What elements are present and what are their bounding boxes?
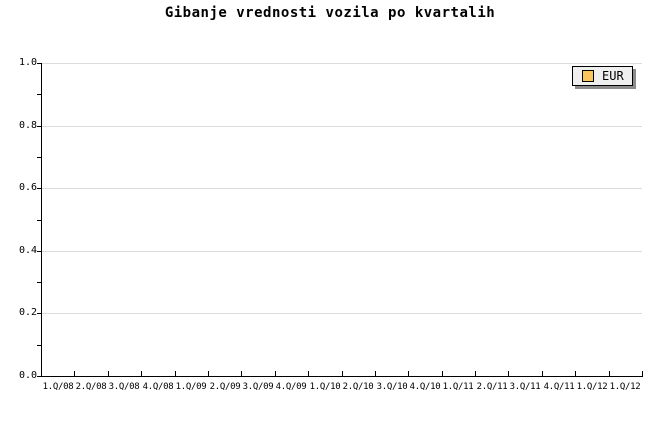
x-axis-tick-label: 3.Q/09 [242, 382, 274, 392]
x-axis-tick [609, 371, 610, 376]
x-axis-tick [375, 371, 376, 376]
x-axis-tick-label: 1.Q/10 [309, 382, 341, 392]
x-axis-tick-label: 4.Q/09 [275, 382, 307, 392]
x-axis-tick [241, 371, 242, 376]
x-axis-tick [508, 371, 509, 376]
y-gridline [42, 63, 642, 64]
x-axis-tick [542, 371, 543, 376]
legend-label: EUR [602, 69, 624, 83]
x-axis-tick [475, 371, 476, 376]
y-axis-tick-label: 0.2 [18, 307, 37, 318]
x-axis-tick [342, 371, 343, 376]
x-axis-tick [275, 371, 276, 376]
x-axis-tick-label: 1.Q/12 [576, 382, 608, 392]
x-axis-tick [175, 371, 176, 376]
y-gridline [42, 126, 642, 127]
x-axis-tick-label: 1.Q/11 [442, 382, 474, 392]
chart-title: Gibanje vrednosti vozila po kvartalih [164, 5, 496, 21]
y-axis-tick [37, 282, 41, 283]
y-axis-tick [37, 94, 41, 95]
y-axis-tick-label: 0.6 [18, 182, 37, 193]
y-axis-tick-label: 0.4 [18, 245, 37, 256]
y-axis-tick-label: 1.0 [18, 57, 37, 68]
x-axis-tick [575, 371, 576, 376]
y-axis-tick [37, 345, 41, 346]
legend-eur-swatch-icon [582, 70, 594, 82]
y-axis-tick [37, 220, 41, 221]
x-axis-tick-label: 4.Q/11 [543, 382, 575, 392]
y-axis-tick [37, 376, 41, 377]
y-axis-line [41, 63, 42, 377]
legend: EUR [572, 66, 633, 86]
x-axis-tick [141, 371, 142, 376]
x-axis-tick-label: 4.Q/08 [142, 382, 174, 392]
y-gridline [42, 313, 642, 314]
y-axis-tick [37, 188, 41, 189]
y-gridline [42, 251, 642, 252]
x-axis-tick-label: 1.Q/08 [42, 382, 74, 392]
y-axis-tick [37, 63, 41, 64]
x-axis-tick [408, 371, 409, 376]
x-axis-tick-label: 2.Q/11 [476, 382, 508, 392]
x-axis-tick [308, 371, 309, 376]
x-axis-tick [442, 371, 443, 376]
y-axis-tick [37, 313, 41, 314]
x-axis-tick-label: 4.Q/10 [409, 382, 441, 392]
x-axis-tick-label: 2.Q/09 [209, 382, 241, 392]
x-axis-tick-label: 3.Q/08 [108, 382, 140, 392]
x-axis-tick-label: 2.Q/10 [342, 382, 374, 392]
x-axis-line [41, 376, 643, 377]
y-gridline [42, 188, 642, 189]
x-axis-tick-label: 1.Q/12 [609, 382, 641, 392]
x-axis-tick [108, 371, 109, 376]
y-axis-tick [37, 251, 41, 252]
x-axis-tick-label: 3.Q/10 [376, 382, 408, 392]
x-axis-tick-label: 3.Q/11 [509, 382, 541, 392]
x-axis-tick-label: 2.Q/08 [75, 382, 107, 392]
y-axis-tick [37, 157, 41, 158]
y-axis-tick [37, 126, 41, 127]
x-axis-tick [208, 371, 209, 376]
y-axis-tick-label: 0.8 [18, 120, 37, 131]
x-axis-tick-label: 1.Q/09 [175, 382, 207, 392]
x-axis-tick [74, 371, 75, 376]
y-axis-tick-label: 0.0 [18, 370, 37, 381]
x-axis-tick [642, 371, 643, 376]
